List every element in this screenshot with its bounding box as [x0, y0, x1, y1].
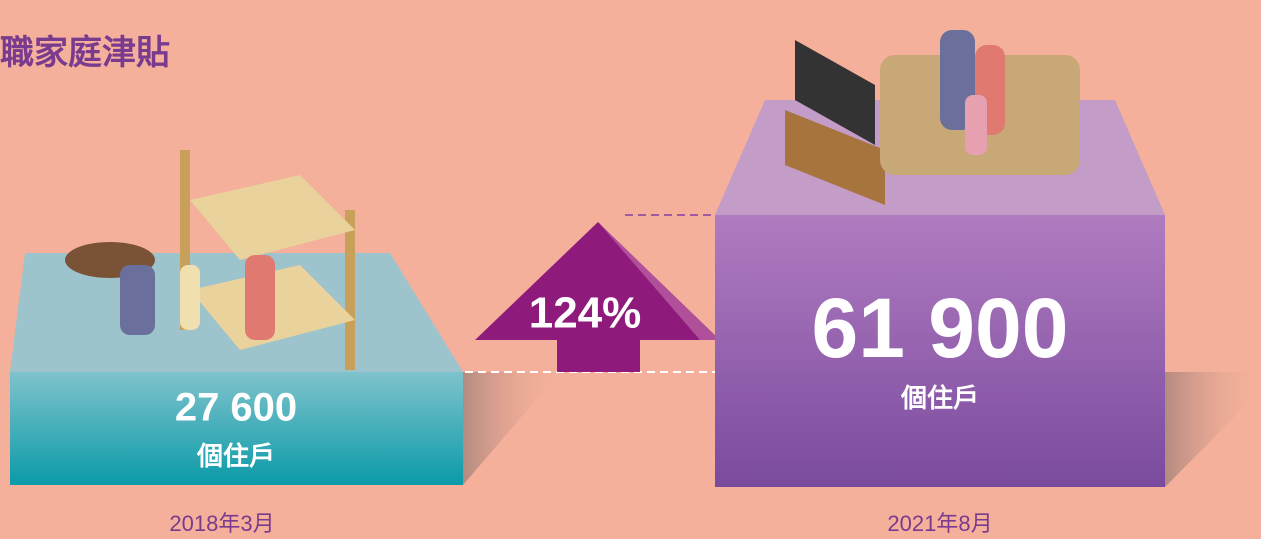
left-number: 27 600	[175, 386, 297, 430]
block-shadow	[1165, 372, 1261, 487]
block-shadow	[463, 372, 560, 485]
right-number: 61 900	[812, 281, 1069, 375]
block-front	[10, 372, 463, 485]
arrow-side	[598, 222, 720, 340]
right-date: 2021年8月	[887, 511, 992, 536]
title: 職家庭津貼	[0, 33, 170, 72]
change-label: 124%	[529, 289, 642, 338]
illustration-living-room	[785, 30, 1080, 205]
arrow	[475, 222, 700, 372]
left-unit: 個住戶	[196, 441, 275, 471]
illustration-bunk-bed	[65, 150, 355, 370]
left-date: 2018年3月	[169, 511, 274, 536]
block-front	[715, 215, 1165, 487]
right-unit: 個住戶	[900, 383, 979, 413]
